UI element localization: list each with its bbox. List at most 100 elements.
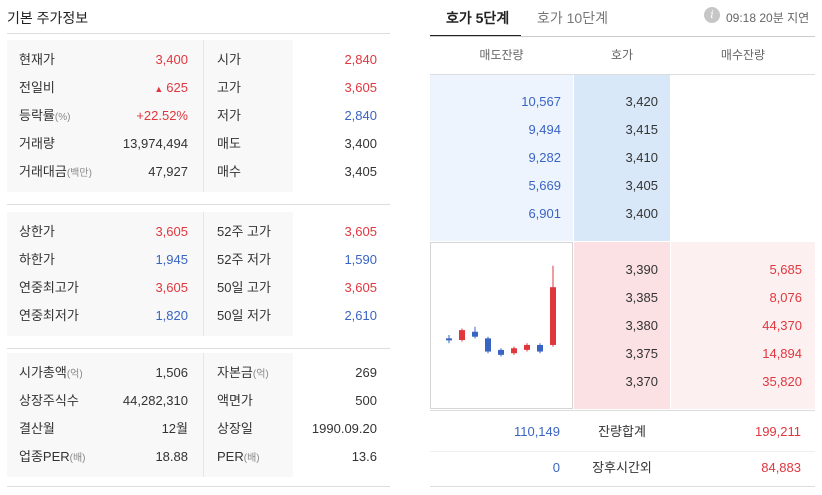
info-row: 연중최저가 1,820 50일 저가 2,610 xyxy=(7,302,390,330)
field-label-text: 결산월 xyxy=(19,421,55,436)
bid-price[interactable]: 3,375 xyxy=(625,346,658,361)
field-label-text: 시가총액 xyxy=(19,365,67,380)
candle-body xyxy=(537,344,543,352)
total-label: 잔량합계 xyxy=(598,424,646,439)
field-label: 매도 xyxy=(217,130,241,158)
field-label: 상장주식수 xyxy=(19,387,79,415)
ask-price[interactable]: 3,400 xyxy=(625,206,658,221)
field-label: 액면가 xyxy=(217,387,253,415)
field-value: 3,405 xyxy=(344,164,377,179)
field-label-text: 상장주식수 xyxy=(19,393,79,408)
field-label-text: 연중최저가 xyxy=(19,308,79,323)
field-unit: (백만) xyxy=(66,168,92,179)
summary-divider xyxy=(430,410,815,411)
total-ask-qty: 110,149 xyxy=(513,424,560,439)
afterhours-label: 장후시간외 xyxy=(592,460,652,475)
field-label: 거래량 xyxy=(19,130,55,158)
info-row: 등락률(%) +22.52% 저가 2,840 xyxy=(7,102,390,130)
field-label: 상장일 xyxy=(217,415,253,443)
field-value: 1990.09.20 xyxy=(311,421,377,436)
field-label-text: 매수 xyxy=(217,164,241,179)
field-label-text: 52주 저가 xyxy=(217,252,271,267)
field-value-text: 3,605 xyxy=(155,280,188,295)
field-value: 12월 xyxy=(162,415,188,443)
info-section: 시가총액(억) 1,506 자본금(억) 269 상장주식수 44,282,310 액면가 5… xyxy=(7,353,390,477)
tab-orderbook-10[interactable]: 호가 10단계 xyxy=(537,10,608,26)
section-bg xyxy=(7,40,203,192)
field-label: 등락률(%) xyxy=(19,102,70,132)
field-value: 3,605 xyxy=(344,80,377,95)
field-label: 하한가 xyxy=(19,246,55,274)
field-label-text: 50일 저가 xyxy=(217,308,271,323)
ask-price[interactable]: 3,420 xyxy=(625,94,658,109)
field-label-text: 등락률 xyxy=(19,108,55,123)
field-label-text: 50일 고가 xyxy=(217,280,271,295)
field-label: 현재가 xyxy=(19,46,55,74)
field-label: 상한가 xyxy=(19,218,55,246)
field-value: 3,605 xyxy=(344,224,377,239)
header-bid-qty: 매수잔량 xyxy=(720,48,766,62)
field-value: 13.6 xyxy=(351,449,377,464)
bid-qty: 14,894 xyxy=(762,346,802,361)
info-row: 업종PER(배) 18.88 PER(배) 13.6 xyxy=(7,443,390,471)
field-value-text: 44,282,310 xyxy=(122,393,188,408)
info-row: 결산월 12월 상장일 1990.09.20 xyxy=(7,415,390,443)
field-unit: (배) xyxy=(243,453,260,464)
page-title: 기본 주가정보 xyxy=(7,10,89,26)
field-unit: (%) xyxy=(54,112,71,123)
bid-price[interactable]: 3,370 xyxy=(625,374,658,389)
field-label-text: 연중최고가 xyxy=(19,280,79,295)
field-value-text: 1,945 xyxy=(155,252,188,267)
candle-body xyxy=(485,338,491,352)
field-label-text: 현재가 xyxy=(19,52,55,67)
delay-notice: 09:18 20분 지연 xyxy=(726,11,810,25)
field-value-text: 47,927 xyxy=(148,164,188,179)
field-value-text: 1,820 xyxy=(155,308,188,323)
section-divider xyxy=(7,348,390,349)
field-label: 50일 고가 xyxy=(217,274,271,302)
field-label: 고가 xyxy=(217,74,241,102)
field-value: 1,590 xyxy=(344,252,377,267)
info-row: 전일비 ▲ 625 고가 3,605 xyxy=(7,74,390,102)
info-icon[interactable]: i xyxy=(704,7,720,23)
field-label-text: 52주 고가 xyxy=(217,224,271,239)
bid-price[interactable]: 3,390 xyxy=(625,262,658,277)
field-label-text: 상장일 xyxy=(217,421,253,436)
section-divider xyxy=(7,486,390,487)
ask-price[interactable]: 3,405 xyxy=(625,178,658,193)
section-bg xyxy=(203,40,293,192)
field-label: 전일비 xyxy=(19,74,55,102)
field-value: 13,974,494 xyxy=(123,130,188,158)
tab-divider xyxy=(430,36,815,37)
bid-qty-area xyxy=(671,242,815,409)
field-label-text: 업종PER xyxy=(19,449,70,464)
bid-qty: 8,076 xyxy=(769,290,802,305)
field-value: 3,400 xyxy=(344,136,377,151)
field-label-text: 액면가 xyxy=(217,393,253,408)
field-value: 47,927 xyxy=(148,158,188,186)
field-value-text: 13,974,494 xyxy=(122,136,188,151)
field-value: 3,605 xyxy=(155,218,188,246)
field-label-text: 고가 xyxy=(217,80,241,95)
bid-price-area xyxy=(574,242,670,409)
ask-price[interactable]: 3,415 xyxy=(625,122,658,137)
field-label: 52주 저가 xyxy=(217,246,271,274)
bottom-divider xyxy=(430,486,815,487)
total-bid-qty: 199,211 xyxy=(754,424,801,439)
title-divider xyxy=(7,33,390,34)
info-row: 상장주식수 44,282,310 액면가 500 xyxy=(7,387,390,415)
candle-body xyxy=(511,348,517,354)
afterhours-bid-qty: 84,883 xyxy=(761,460,801,475)
field-label-text: PER xyxy=(217,449,244,464)
field-value: 44,282,310 xyxy=(123,387,188,415)
section-bg xyxy=(7,212,203,336)
ask-price[interactable]: 3,410 xyxy=(625,150,658,165)
bid-price[interactable]: 3,380 xyxy=(625,318,658,333)
bid-price[interactable]: 3,385 xyxy=(625,290,658,305)
field-label: 매수 xyxy=(217,158,241,186)
tab-orderbook-5[interactable]: 호가 5단계 xyxy=(446,10,510,26)
field-label: 저가 xyxy=(217,102,241,130)
candle-body xyxy=(524,344,530,350)
bid-qty: 44,370 xyxy=(762,318,802,333)
field-value-text: 18.88 xyxy=(155,449,188,464)
